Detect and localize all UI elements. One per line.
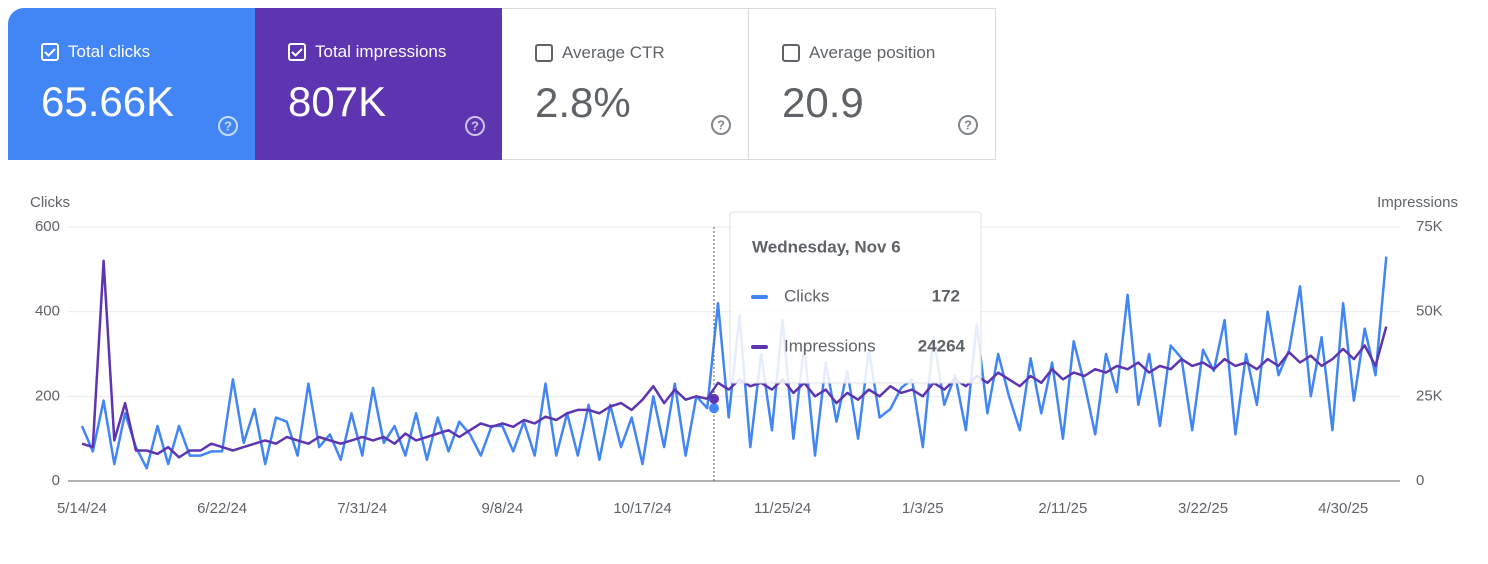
tooltip-box bbox=[729, 211, 982, 384]
checkbox[interactable] bbox=[40, 42, 60, 62]
card-value: 65.66K bbox=[41, 78, 175, 125]
metric-card[interactable]: Total impressions 807K? bbox=[255, 8, 502, 160]
tooltip-value: 172 bbox=[932, 286, 960, 305]
hover-point bbox=[709, 403, 719, 414]
y-tick-label: 400 bbox=[35, 303, 60, 320]
card-label-row: Average position bbox=[781, 43, 935, 63]
checkbox[interactable] bbox=[781, 43, 801, 63]
svg-text:?: ? bbox=[717, 117, 725, 132]
y-tick-label: 0 bbox=[52, 472, 60, 489]
metric-card[interactable]: Average position 20.9? bbox=[749, 8, 996, 160]
y-axis-label: Clicks bbox=[30, 194, 70, 211]
metric-card[interactable]: Average CTR 2.8%? bbox=[502, 8, 749, 160]
y2-tick-label: 0 bbox=[1416, 472, 1424, 489]
x-tick-label: 5/14/24 bbox=[57, 500, 107, 517]
checkbox[interactable] bbox=[287, 42, 307, 62]
x-tick-label: 11/25/24 bbox=[754, 500, 811, 517]
tooltip-name: Clicks bbox=[784, 286, 829, 305]
card-label: Total impressions bbox=[315, 42, 447, 61]
x-tick-label: 3/22/25 bbox=[1178, 500, 1228, 517]
x-tick-label: 10/17/24 bbox=[613, 500, 671, 517]
checkbox[interactable] bbox=[534, 43, 554, 63]
tooltip-title: Wednesday, Nov 6 bbox=[752, 237, 901, 256]
card-label-row: Total clicks bbox=[40, 42, 150, 62]
tooltip: Wednesday, Nov 6 Clicks 172 Impressions 2426… bbox=[729, 211, 982, 384]
help-icon[interactable]: ? bbox=[217, 115, 239, 142]
y2-axis-label: Impressions bbox=[1377, 194, 1458, 211]
card-label-row: Total impressions bbox=[287, 42, 446, 62]
metric-card[interactable]: Total clicks 65.66K? bbox=[8, 8, 255, 160]
x-tick-label: 1/3/25 bbox=[902, 500, 944, 517]
x-tick-label: 4/30/25 bbox=[1318, 500, 1368, 517]
y-tick-label: 200 bbox=[35, 387, 60, 404]
tooltip-value: 24264 bbox=[918, 336, 966, 355]
card-label: Average position bbox=[809, 43, 936, 62]
card-value: 20.9 bbox=[782, 79, 864, 126]
y2-tick-label: 50K bbox=[1416, 303, 1443, 320]
help-icon[interactable]: ? bbox=[957, 114, 979, 141]
series-line bbox=[80, 256, 1388, 470]
card-value: 2.8% bbox=[535, 79, 631, 126]
x-tick-label: 2/11/25 bbox=[1038, 500, 1087, 517]
svg-text:?: ? bbox=[224, 118, 232, 133]
tooltip-name: Impressions bbox=[784, 336, 876, 355]
svg-text:?: ? bbox=[964, 117, 972, 132]
y2-tick-label: 75K bbox=[1416, 218, 1443, 235]
help-icon[interactable]: ? bbox=[464, 115, 486, 142]
card-label-row: Average CTR bbox=[534, 43, 665, 63]
x-tick-label: 9/8/24 bbox=[482, 500, 524, 517]
y-tick-label: 600 bbox=[35, 218, 60, 235]
metric-cards: Total clicks 65.66K? Total impressions 807K… bbox=[8, 8, 996, 160]
svg-text:?: ? bbox=[471, 118, 479, 133]
card-label: Average CTR bbox=[562, 43, 665, 62]
x-tick-label: 7/31/24 bbox=[337, 500, 387, 517]
help-icon[interactable]: ? bbox=[710, 114, 732, 141]
hover-point bbox=[709, 393, 719, 404]
x-tick-label: 6/22/24 bbox=[197, 500, 247, 517]
card-value: 807K bbox=[288, 78, 387, 125]
y2-tick-label: 25K bbox=[1416, 387, 1443, 404]
card-label: Total clicks bbox=[68, 42, 151, 61]
series-line bbox=[81, 259, 1388, 459]
